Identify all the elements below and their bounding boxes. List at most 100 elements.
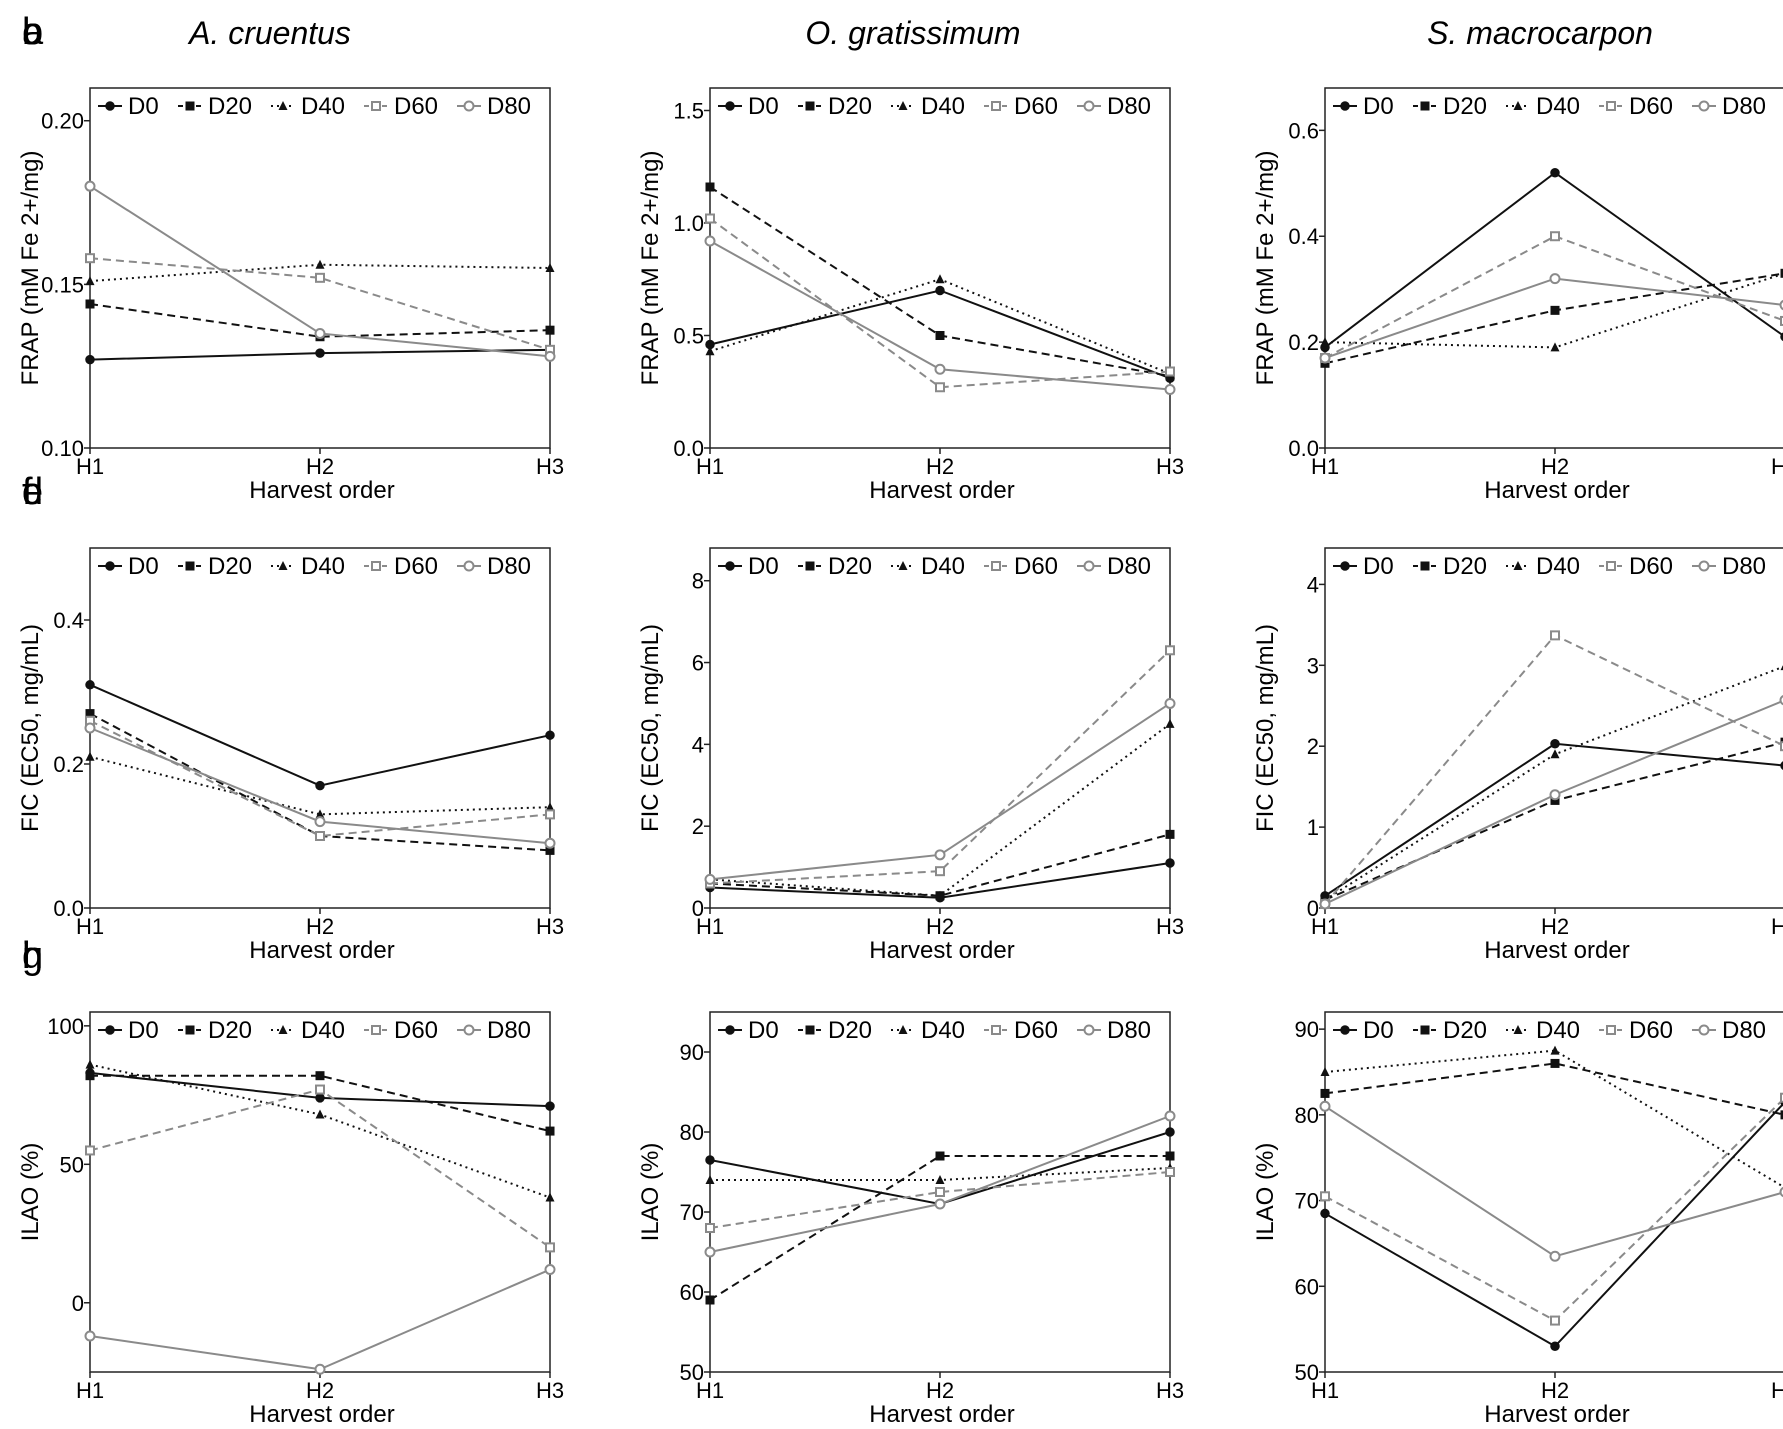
legend-label-d60: D60 [394, 93, 438, 120]
x-tick-label: H2 [1541, 454, 1569, 479]
data-point-d80 [1779, 694, 1783, 706]
legend-marker-d80 [1083, 560, 1095, 572]
data-point-d0 [315, 780, 325, 791]
data-point-d60 [85, 1145, 95, 1156]
legend-marker-d40 [1513, 561, 1523, 570]
legend-marker-d20 [185, 1025, 195, 1035]
x-axis-title: Harvest order [869, 1401, 1014, 1428]
y-axis-title: FRAP (mM Fe 2+/mg) [637, 151, 664, 386]
data-point-d80 [1164, 1110, 1176, 1122]
data-point-d80 [84, 180, 96, 192]
data-point-d80 [84, 722, 96, 734]
x-axis-title: Harvest order [249, 1401, 394, 1428]
y-tick-label: 2 [1307, 734, 1319, 759]
y-tick-label: 6 [692, 651, 704, 676]
x-axis-title: Harvest order [869, 937, 1014, 964]
panel-d: d 0.0 0.2 0.4 H1 H2 H3 Harvest order FIC (EC50, … [17, 471, 564, 964]
y-tick-label: 1.5 [673, 99, 704, 124]
data-point-d60 [1550, 231, 1560, 242]
legend-label-d60: D60 [1629, 93, 1673, 120]
legend-marker-d0 [1340, 561, 1350, 571]
y-tick-label: 8 [692, 569, 704, 594]
legend-label-d20: D20 [208, 553, 252, 580]
legend-label-d40: D40 [1536, 93, 1580, 120]
legend-marker-d0 [1340, 1025, 1350, 1035]
data-point-d40 [545, 1192, 555, 1202]
panel-b: b 0.0 0.5 1.0 1.5 H1 H2 H3 Harvest order FRAP (mM… [22, 11, 1184, 504]
y-tick-label: 0.4 [53, 608, 84, 633]
legend-marker-d80 [1698, 100, 1710, 112]
x-axis-title: Harvest order [1484, 937, 1629, 964]
legend-marker-d40 [1513, 101, 1523, 110]
data-point-d60 [545, 1242, 555, 1253]
data-point-d20 [545, 1126, 555, 1136]
legend-label-d0: D0 [748, 553, 779, 580]
legend-marker-d0 [725, 561, 735, 571]
x-tick-label: H1 [696, 1378, 724, 1403]
data-point-d80 [1319, 352, 1331, 364]
data-point-d0 [545, 1101, 555, 1111]
panel-letter: e [22, 471, 43, 513]
data-point-d60 [935, 382, 945, 393]
legend-marker-d60 [991, 1025, 1001, 1035]
data-point-d80 [1779, 299, 1783, 311]
y-tick-label: 0.10 [41, 436, 84, 461]
series-line-d20 [1324, 741, 1783, 901]
y-tick-label: 90 [1295, 1017, 1319, 1042]
data-point-d60 [1550, 630, 1560, 641]
legend-label-d60: D60 [394, 1017, 438, 1044]
legend-label-d20: D20 [1443, 1017, 1487, 1044]
legend-marker-d40 [278, 561, 288, 570]
legend-marker-d0 [105, 561, 115, 571]
legend-label-d0: D0 [128, 1017, 159, 1044]
legend-marker-d60 [1606, 1025, 1616, 1035]
series-line-d0 [89, 683, 551, 787]
panel-g: g 0 50 100 H1 H2 H3 Harvest order ILAO (%) D0 D20 D… [17, 935, 564, 1428]
data-point-d80 [704, 873, 716, 885]
legend-marker-d40 [278, 101, 288, 110]
legend-label-d20: D20 [828, 553, 872, 580]
plot-frame [89, 547, 551, 909]
legend-label-d80: D80 [1722, 93, 1766, 120]
y-tick-label: 3 [1307, 653, 1319, 678]
series-line-d60 [1324, 1098, 1783, 1322]
data-point-d40 [545, 802, 555, 812]
legend-label-d0: D0 [128, 93, 159, 120]
legend-marker-d20 [805, 1025, 815, 1035]
legend-marker-d60 [991, 561, 1001, 571]
data-point-d60 [1780, 741, 1783, 752]
data-point-d20 [315, 1071, 325, 1081]
panel-letter: c [22, 11, 41, 53]
x-tick-label: H3 [1156, 454, 1184, 479]
y-tick-label: 0.0 [53, 896, 84, 921]
data-point-d80 [704, 1246, 716, 1258]
legend-marker-d60 [1606, 561, 1616, 571]
x-tick-label: H3 [1771, 454, 1783, 479]
data-point-d60 [315, 272, 325, 283]
legend-label-d80: D80 [487, 553, 531, 580]
legend-marker-d40 [278, 1025, 288, 1034]
legend-label-d0: D0 [1363, 553, 1394, 580]
y-tick-label: 90 [680, 1040, 704, 1065]
x-tick-label: H3 [536, 454, 564, 479]
y-tick-label: 0 [692, 896, 704, 921]
species-label-2: S. macrocarpon [1427, 15, 1653, 51]
data-point-d0 [1550, 739, 1560, 749]
data-point-d60 [315, 1084, 325, 1095]
data-point-d20 [1165, 829, 1175, 839]
data-point-d20 [1165, 1151, 1175, 1161]
data-point-d0 [315, 1093, 325, 1103]
series-line-d60 [709, 217, 1171, 389]
legend-marker-d20 [1420, 101, 1430, 111]
y-axis-title: FIC (EC50, mg/mL) [1252, 624, 1279, 832]
y-axis-title: FRAP (mM Fe 2+/mg) [17, 151, 44, 386]
legend-marker-d40 [898, 101, 908, 110]
legend-marker-d20 [805, 101, 815, 111]
data-point-d40 [1780, 665, 1783, 671]
data-point-d80 [934, 1198, 946, 1210]
data-point-d60 [705, 1223, 715, 1233]
legend-label-d0: D0 [748, 1017, 779, 1044]
legend-label-d60: D60 [1014, 93, 1058, 120]
data-point-d80 [1549, 1250, 1561, 1262]
series-line-d40 [1324, 1049, 1783, 1188]
